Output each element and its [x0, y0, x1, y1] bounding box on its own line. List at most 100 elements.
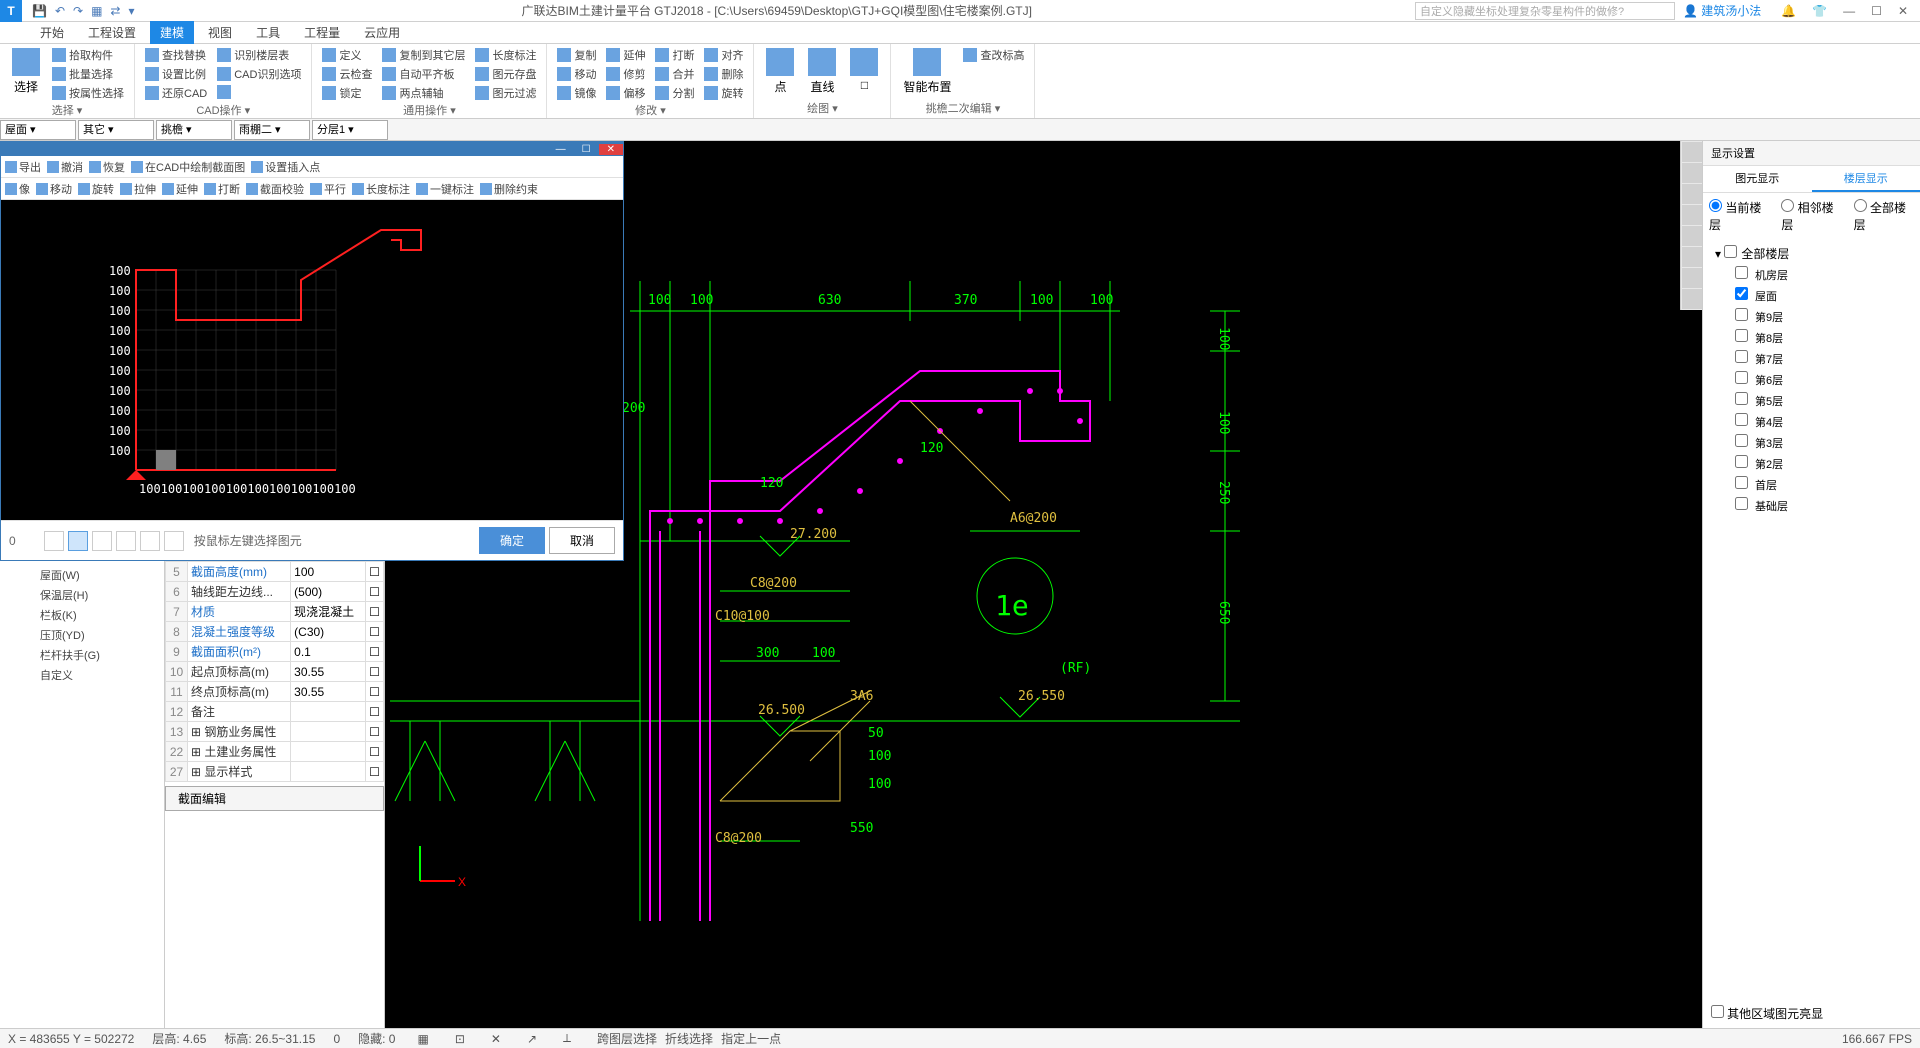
menu-tab-4[interactable]: 工具: [246, 21, 290, 44]
ribbon-按属性选择[interactable]: 按属性选择: [48, 84, 128, 102]
dlg-tool-拉伸[interactable]: 拉伸: [120, 181, 156, 197]
prop-row[interactable]: 13⊞ 钢筋业务属性☐: [166, 722, 384, 742]
ribbon-云检查[interactable]: 云检查: [318, 65, 376, 83]
floor-item-0[interactable]: 机房层: [1711, 264, 1912, 285]
ribbon-智能布置[interactable]: 智能布置: [897, 46, 957, 100]
floor-item-8[interactable]: 第3层: [1711, 432, 1912, 453]
rp-radio-2[interactable]: 全部楼层: [1854, 199, 1914, 233]
all-floors-checkbox[interactable]: [1724, 245, 1737, 258]
ribbon-锁定[interactable]: 锁定: [318, 84, 376, 102]
ribbon-[interactable]: [213, 84, 305, 100]
sb-icon[interactable]: ⟂: [559, 1031, 575, 1046]
cancel-button[interactable]: 取消: [549, 527, 615, 554]
dlg-tool-一键标注[interactable]: 一键标注: [416, 181, 474, 197]
ribbon-长度标注[interactable]: 长度标注: [471, 46, 540, 64]
dlg-tool-长度标注[interactable]: 长度标注: [352, 181, 410, 197]
ribbon-移动[interactable]: 移动: [553, 65, 600, 83]
floor-item-3[interactable]: 第8层: [1711, 327, 1912, 348]
dlg-tool-在CAD中绘制截面图[interactable]: 在CAD中绘制截面图: [131, 159, 245, 175]
floor-item-6[interactable]: 第5层: [1711, 390, 1912, 411]
ribbon-选择[interactable]: 选择: [6, 46, 46, 102]
tool-icon[interactable]: [1682, 247, 1702, 267]
prop-row[interactable]: 5截面高度(mm)100☐: [166, 562, 384, 582]
ribbon-打断[interactable]: 打断: [651, 46, 698, 64]
section-edit-button[interactable]: 截面编辑: [165, 786, 384, 811]
ribbon-图元存盘[interactable]: 图元存盘: [471, 65, 540, 83]
ribbon-查找替换[interactable]: 查找替换: [141, 46, 211, 64]
floor-item-7[interactable]: 第4层: [1711, 411, 1912, 432]
ribbon-镜像[interactable]: 镜像: [553, 84, 600, 102]
tree-node-屋面(W)[interactable]: 屋面(W): [4, 565, 160, 585]
prop-row[interactable]: 7材质现浇混凝土☐: [166, 602, 384, 622]
minimize-icon[interactable]: ―: [1843, 4, 1855, 18]
tree-node-栏板(K)[interactable]: 栏板(K): [4, 605, 160, 625]
status-btn-折线选择[interactable]: 折线选择: [661, 1032, 717, 1046]
selector-分层1[interactable]: 分层1 ▾: [312, 120, 388, 140]
search-input[interactable]: 自定义隐藏坐标处理复杂零星构件的做修?: [1415, 2, 1675, 20]
dlg-tool-撤消[interactable]: 撤消: [47, 159, 83, 175]
prop-row[interactable]: 27⊞ 显示样式☐: [166, 762, 384, 782]
notify-icon[interactable]: 🔔: [1781, 4, 1796, 18]
ribbon-点[interactable]: 点: [760, 46, 800, 100]
ribbon-修剪[interactable]: 修剪: [602, 65, 649, 83]
status-btn-跨图层选择[interactable]: 跨图层选择: [593, 1032, 661, 1046]
floor-item-1[interactable]: 屋面: [1711, 285, 1912, 306]
rp-radio-1[interactable]: 相邻楼层: [1781, 199, 1841, 233]
prop-row[interactable]: 12备注☐: [166, 702, 384, 722]
menu-tab-3[interactable]: 视图: [198, 21, 242, 44]
ribbon-对齐[interactable]: 对齐: [700, 46, 747, 64]
menu-tab-6[interactable]: 云应用: [354, 21, 410, 44]
dialog-minimize-icon[interactable]: ―: [548, 144, 574, 155]
dlg-tool-像[interactable]: 像: [5, 181, 30, 197]
tree-node-栏杆扶手(G)[interactable]: 栏杆扶手(G): [4, 645, 160, 665]
qat-undo-icon[interactable]: ↶: [55, 4, 65, 18]
prop-row[interactable]: 8混凝土强度等级(C30)☐: [166, 622, 384, 642]
sb-icon[interactable]: ↗: [523, 1032, 541, 1046]
selector-屋面[interactable]: 屋面 ▾: [0, 120, 76, 140]
maximize-icon[interactable]: ☐: [1871, 4, 1882, 18]
floor-item-10[interactable]: 首层: [1711, 474, 1912, 495]
ribbon-CAD识别选项[interactable]: CAD识别选项: [213, 65, 305, 83]
ribbon-两点辅轴[interactable]: 两点辅轴: [378, 84, 469, 102]
ribbon-复制[interactable]: 复制: [553, 46, 600, 64]
ribbon-直线[interactable]: 直线: [802, 46, 842, 100]
ribbon-合并[interactable]: 合并: [651, 65, 698, 83]
qat-save-icon[interactable]: 💾: [32, 4, 47, 18]
dlg-tool-删除约束[interactable]: 删除约束: [480, 181, 538, 197]
close-icon[interactable]: ✕: [1898, 4, 1908, 18]
ribbon-识别楼层表[interactable]: 识别楼层表: [213, 46, 305, 64]
mode-btn-6[interactable]: [164, 531, 184, 551]
floor-item-5[interactable]: 第6层: [1711, 369, 1912, 390]
highlight-other-checkbox[interactable]: 其他区域图元亮显: [1711, 1005, 1823, 1022]
dlg-tool-延伸[interactable]: 延伸: [162, 181, 198, 197]
ribbon-批量选择[interactable]: 批量选择: [48, 65, 128, 83]
ribbon-分割[interactable]: 分割: [651, 84, 698, 102]
tool-icon[interactable]: [1682, 226, 1702, 246]
qat-icon[interactable]: ▾: [128, 4, 134, 18]
tool-icon[interactable]: [1682, 268, 1702, 288]
qat-icon[interactable]: ▦: [91, 4, 102, 18]
skin-icon[interactable]: 👕: [1812, 4, 1827, 18]
menu-tab-0[interactable]: 开始: [30, 21, 74, 44]
floor-item-4[interactable]: 第7层: [1711, 348, 1912, 369]
sb-icon[interactable]: ⊡: [451, 1032, 469, 1046]
section-canvas[interactable]: 100100100100100100100100100100 100100100…: [1, 200, 623, 520]
ribbon-删除[interactable]: 删除: [700, 65, 747, 83]
menu-tab-2[interactable]: 建模: [150, 21, 194, 44]
ribbon-□[interactable]: □: [844, 46, 884, 100]
ribbon-还原CAD[interactable]: 还原CAD: [141, 84, 211, 102]
dialog-close-icon[interactable]: ✕: [599, 144, 623, 155]
ribbon-拾取构件[interactable]: 拾取构件: [48, 46, 128, 64]
dlg-tool-设置插入点[interactable]: 设置插入点: [251, 159, 320, 175]
prop-row[interactable]: 22⊞ 土建业务属性☐: [166, 742, 384, 762]
prop-row[interactable]: 6轴线距左边线...(500)☐: [166, 582, 384, 602]
status-btn-指定上一点[interactable]: 指定上一点: [717, 1032, 785, 1046]
prop-row[interactable]: 10起点顶标高(m)30.55☐: [166, 662, 384, 682]
rp-radio-0[interactable]: 当前楼层: [1709, 199, 1769, 233]
mode-btn-5[interactable]: [140, 531, 160, 551]
selector-雨棚二[interactable]: 雨棚二 ▾: [234, 120, 310, 140]
tool-icon[interactable]: [1682, 289, 1702, 309]
rp-tab-1[interactable]: 楼层显示: [1812, 166, 1920, 192]
ribbon-旋转[interactable]: 旋转: [700, 84, 747, 102]
sb-icon[interactable]: ▦: [413, 1032, 432, 1046]
